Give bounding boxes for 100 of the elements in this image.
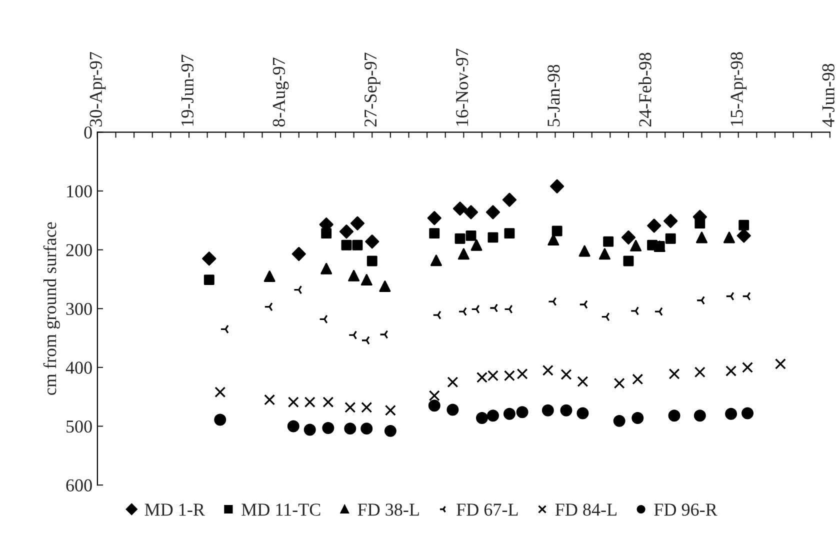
point [613,414,626,427]
point [742,362,754,373]
x-tick-label: 19-Jun-97 [181,54,194,126]
point [694,218,706,229]
point [598,248,610,260]
point [366,256,378,266]
point [726,292,734,301]
point [489,303,498,313]
x-tick-label: 16-Nov-97 [456,48,468,126]
point [365,234,380,249]
point [471,304,480,314]
point [464,205,478,220]
point [548,296,557,306]
point [202,252,216,266]
point [304,424,316,436]
x-tick-label: 8-Aug-97 [272,58,289,127]
point [321,228,332,239]
point [476,412,488,424]
point [348,330,357,340]
legend-label: FD 84-L [555,504,616,516]
legend-label: FD 38-L [358,504,419,516]
point [264,394,276,406]
point [486,410,499,422]
x-tick-label: 4-Jun-98 [822,64,834,127]
point [504,370,515,382]
point [623,256,634,266]
point [723,232,735,244]
point [292,246,306,261]
y-tick-label: 300 [66,302,92,316]
point [614,378,625,389]
x-tick-label: 30-Apr-97 [90,52,106,126]
point [214,414,226,426]
point [432,310,442,320]
point [516,406,528,418]
point [696,296,705,305]
point [504,228,515,239]
point [293,285,302,294]
legend-label: MD 11-TC [242,504,320,516]
point [577,376,588,388]
point [320,262,332,274]
point [352,240,363,250]
point [742,292,751,301]
point [601,312,610,322]
point [322,396,334,408]
point [288,396,299,408]
point [458,306,467,316]
legend-label: FD 67-L [456,504,518,516]
point [350,216,365,230]
point [339,224,354,239]
point [348,270,360,282]
point [552,226,562,236]
point [630,240,642,252]
point [665,233,676,244]
x-tick-label: 24-Feb-98 [638,52,652,127]
point [446,404,459,416]
legend-label: MD 1-R [144,504,205,516]
point [654,306,663,316]
point [466,230,476,241]
point [361,336,370,345]
y-tick-label: 200 [66,244,92,256]
point [516,368,528,380]
point [726,365,737,376]
y-tick-label: 400 [66,362,92,374]
y-tick-label: 100 [67,185,92,198]
point [379,280,391,292]
point [214,386,226,398]
legend-label: FD 96-R [654,504,718,516]
point [319,314,328,324]
point [341,240,352,250]
point [696,232,708,244]
point [694,366,706,378]
point [344,402,356,413]
point [486,205,500,220]
point [579,300,588,310]
point [742,407,754,420]
point [454,233,466,244]
point [204,274,214,286]
point [630,306,639,316]
point [220,324,229,334]
point [694,410,706,422]
point [384,424,396,437]
point [344,422,356,435]
point [550,179,564,194]
x-tick-label: 27-Sep-97 [364,52,380,127]
point [264,270,276,282]
y-tick-label: 600 [66,479,92,492]
point [725,408,738,420]
x-tick-label: 15-Apr-98 [730,52,747,126]
point [322,422,334,434]
point [429,228,440,239]
point [668,410,680,422]
point [384,404,396,416]
point [576,407,589,420]
point [542,364,554,376]
point [264,302,273,312]
y-axis-title: cm from ground surface [43,222,60,395]
point [428,400,440,412]
point [287,420,300,432]
point [647,218,662,233]
point [578,245,590,257]
